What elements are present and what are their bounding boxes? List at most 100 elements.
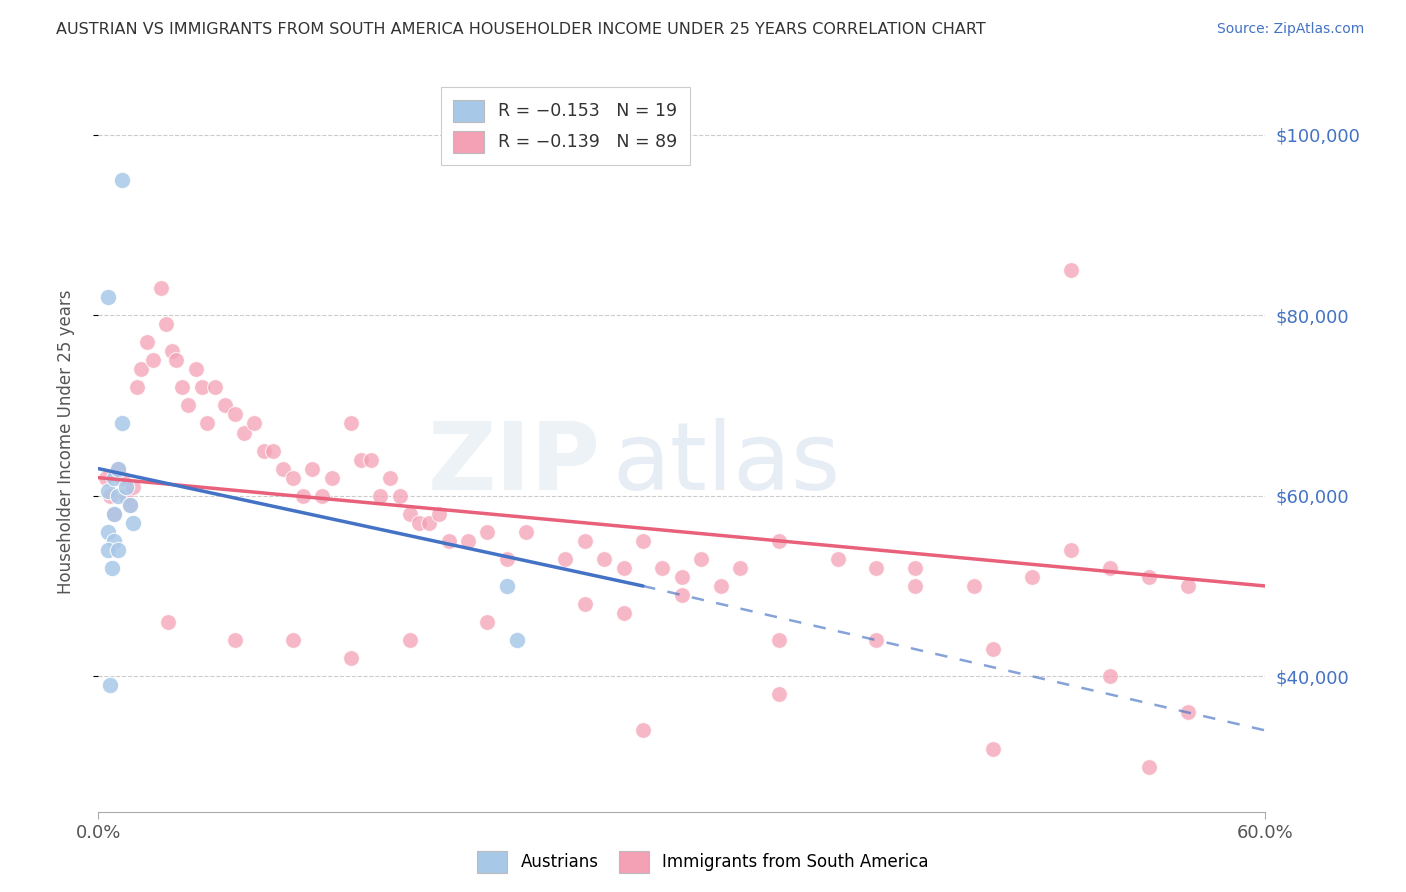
- Point: [613, 606, 636, 620]
- Text: Source: ZipAtlas.com: Source: ZipAtlas.com: [1216, 22, 1364, 37]
- Point: [398, 507, 420, 521]
- Point: [127, 380, 149, 394]
- Point: [101, 561, 124, 575]
- Point: [253, 443, 276, 458]
- Point: [155, 317, 177, 331]
- Text: ZIP: ZIP: [427, 417, 600, 509]
- Point: [111, 417, 134, 431]
- Point: [118, 498, 141, 512]
- Point: [437, 533, 460, 548]
- Point: [593, 552, 616, 566]
- Text: AUSTRIAN VS IMMIGRANTS FROM SOUTH AMERICA HOUSEHOLDER INCOME UNDER 25 YEARS CORR: AUSTRIAN VS IMMIGRANTS FROM SOUTH AMERIC…: [56, 22, 986, 37]
- Point: [107, 542, 129, 557]
- Point: [340, 417, 363, 431]
- Point: [457, 533, 479, 548]
- Point: [98, 678, 121, 692]
- Point: [271, 461, 294, 475]
- Point: [149, 281, 172, 295]
- Point: [177, 399, 200, 413]
- Point: [340, 651, 363, 665]
- Point: [224, 633, 246, 648]
- Point: [103, 470, 125, 484]
- Point: [865, 561, 887, 575]
- Point: [107, 461, 129, 475]
- Point: [1098, 561, 1121, 575]
- Point: [129, 362, 152, 376]
- Point: [122, 480, 145, 494]
- Point: [1060, 263, 1083, 277]
- Point: [865, 633, 887, 648]
- Point: [122, 516, 145, 530]
- Point: [388, 489, 411, 503]
- Point: [496, 552, 519, 566]
- Legend: R = −0.153   N = 19, R = −0.139   N = 89: R = −0.153 N = 19, R = −0.139 N = 89: [441, 87, 689, 165]
- Point: [301, 461, 323, 475]
- Point: [671, 588, 693, 602]
- Point: [690, 552, 713, 566]
- Point: [613, 561, 636, 575]
- Point: [350, 452, 373, 467]
- Point: [671, 570, 693, 584]
- Point: [224, 408, 246, 422]
- Point: [107, 489, 129, 503]
- Point: [710, 579, 733, 593]
- Point: [574, 597, 596, 611]
- Point: [103, 507, 125, 521]
- Point: [380, 470, 402, 484]
- Point: [291, 489, 314, 503]
- Point: [1021, 570, 1043, 584]
- Point: [496, 579, 519, 593]
- Point: [184, 362, 207, 376]
- Point: [103, 507, 125, 521]
- Point: [97, 524, 120, 539]
- Point: [157, 615, 180, 629]
- Point: [214, 399, 236, 413]
- Point: [398, 633, 420, 648]
- Point: [170, 380, 193, 394]
- Point: [515, 524, 537, 539]
- Point: [243, 417, 266, 431]
- Point: [281, 470, 304, 484]
- Point: [233, 425, 256, 440]
- Point: [904, 579, 927, 593]
- Point: [97, 484, 120, 499]
- Point: [574, 533, 596, 548]
- Point: [114, 480, 136, 494]
- Point: [1177, 579, 1199, 593]
- Point: [97, 542, 120, 557]
- Point: [1137, 570, 1160, 584]
- Point: [97, 290, 120, 304]
- Point: [162, 344, 184, 359]
- Point: [204, 380, 226, 394]
- Point: [103, 533, 125, 548]
- Point: [262, 443, 284, 458]
- Point: [477, 615, 499, 629]
- Text: atlas: atlas: [612, 417, 841, 509]
- Point: [418, 516, 440, 530]
- Point: [107, 461, 129, 475]
- Point: [111, 470, 134, 484]
- Point: [477, 524, 499, 539]
- Point: [554, 552, 576, 566]
- Point: [370, 489, 392, 503]
- Point: [962, 579, 984, 593]
- Point: [631, 723, 654, 738]
- Point: [1177, 706, 1199, 720]
- Point: [1098, 669, 1121, 683]
- Point: [768, 533, 790, 548]
- Point: [281, 633, 304, 648]
- Point: [98, 489, 121, 503]
- Point: [165, 353, 187, 368]
- Point: [1060, 542, 1083, 557]
- Point: [360, 452, 382, 467]
- Point: [981, 642, 1004, 657]
- Y-axis label: Householder Income Under 25 years: Householder Income Under 25 years: [56, 289, 75, 594]
- Point: [827, 552, 849, 566]
- Point: [321, 470, 343, 484]
- Point: [190, 380, 212, 394]
- Point: [111, 172, 134, 186]
- Point: [408, 516, 430, 530]
- Point: [981, 741, 1004, 756]
- Point: [730, 561, 752, 575]
- Point: [142, 353, 165, 368]
